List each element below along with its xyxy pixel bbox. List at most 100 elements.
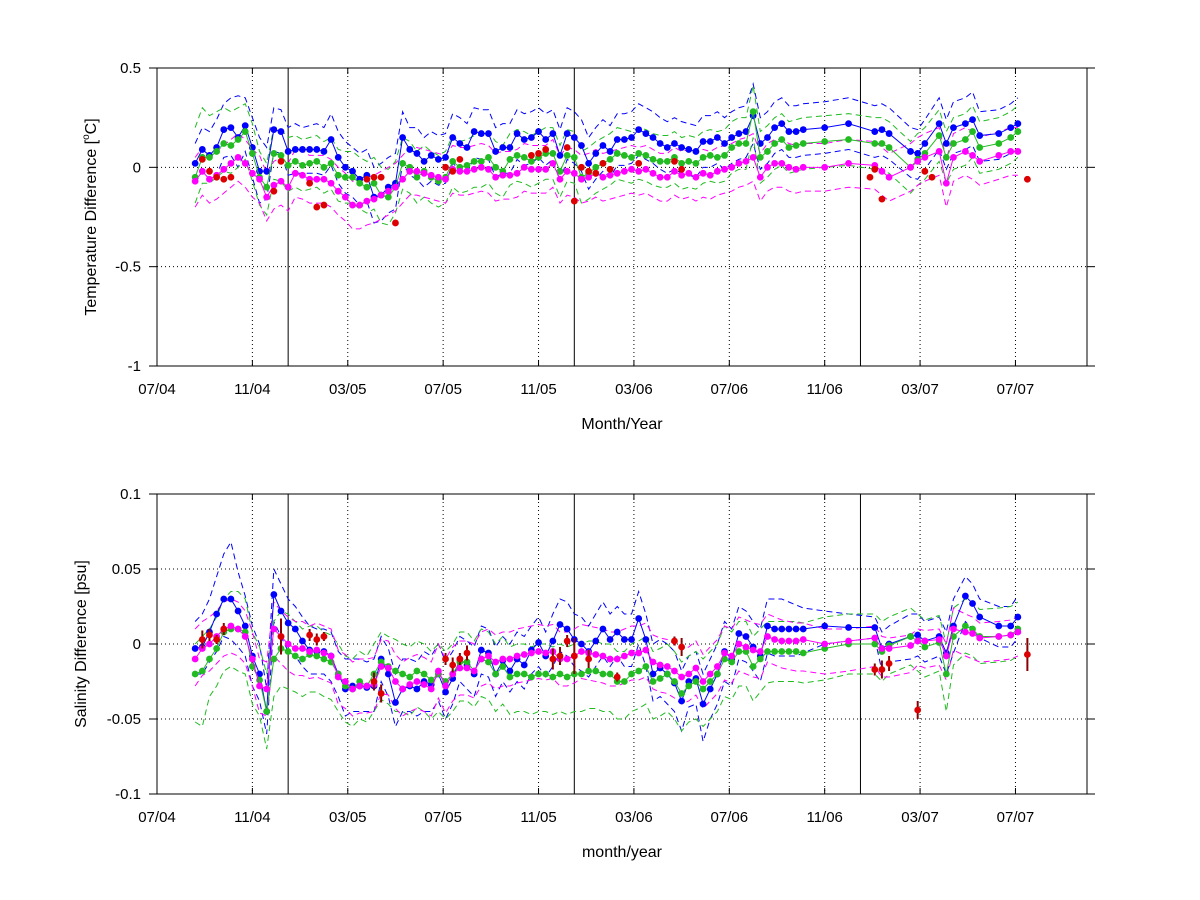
salinity-series-0-point [413,685,421,693]
temperature-series-9-line [194,174,1018,230]
salinity-series-2-point [442,682,449,690]
salinity-series-6-line [194,591,1019,675]
temperature-series-1-point [620,152,628,159]
temperature-series-0-point [585,159,593,167]
temperature-series-2-point [477,163,485,171]
salinity-series-1-point [392,667,399,675]
salinity-series-2-point [878,645,886,652]
temperature-series-0-point [628,134,635,141]
temperature-series-1-point [785,144,793,151]
temperature-series-1-point [628,153,635,161]
temperature-series-3-point [270,187,278,195]
temperature-series-3-point [570,197,578,205]
temperature-series-1-point [299,161,306,169]
salinity-series-1-point [413,667,421,675]
temperature-series-2-point [542,165,550,173]
salinity-series-2-point [492,658,500,666]
salinity-series-2-point [384,664,392,672]
salinity-series-1-point [506,673,514,681]
salinity-series-4-line [194,540,1019,690]
salinity-series-1-point [313,652,321,660]
temperature-series-2-point [778,159,786,167]
temperature-series-1-point [656,157,664,165]
temperature-series-2-point [1014,148,1022,155]
temperature-series-1-point [506,155,514,163]
salinity-series-1-point [692,678,700,685]
temperature-series-2-point [241,159,249,167]
temperature-series-0-point [728,134,736,141]
salinity-series-3-point [878,666,886,673]
temperature-series-0-point [492,148,500,155]
temperature-series-2-point [413,167,421,175]
salinity-series-2-point [341,678,349,685]
temperature-series-2-point [663,173,671,181]
temperature-series-0-point [341,163,349,171]
temperature-series-1-point [735,140,743,147]
temperature-series-1-point [563,152,571,159]
temperature-series-0-point [620,136,628,143]
salinity-series-2-point [363,682,371,690]
salinity-series-3-point [914,706,922,714]
salinity-series-2-point [248,655,256,663]
temperature-series-2-point [976,157,984,165]
temperature-series-1-point [234,136,242,143]
x-tick-label: 03/06 [615,809,653,826]
temperature-series-0-point [427,152,435,159]
salinity-series-2-point [392,678,399,685]
temperature-series-2-point [485,165,492,173]
temperature-series-2-point [606,171,614,179]
temperature-series-1-point [721,152,728,159]
temperature-series-1-point [713,153,721,161]
temperature-series-0-point [942,140,950,147]
salinity-series-1-point [427,676,435,684]
salinity-series-0-point [628,636,635,643]
salinity-series-0-point [969,600,976,607]
temperature-series [191,81,1031,230]
temperature-series-0-point [799,126,807,133]
temperature-series-1-point [449,157,457,165]
temperature-series-0-point [284,148,292,155]
temperature-series-2-point [520,163,528,171]
temperature-series-0-point [649,134,657,141]
salinity-panel: 07/04 11/04 03/05 07/05 11/05 03/06 07/06 11/06… [73,486,1095,861]
salinity-series-3-point [563,637,571,645]
salinity-series-1-point [907,633,914,640]
salinity-series [191,540,1031,750]
temperature-series-2-point [234,153,242,161]
salinity-series-1-point [764,648,771,655]
temperature-series-3-point [213,173,221,181]
temperature-series-0-point [420,157,428,165]
salinity-y-axis-label: Salinity Difference [psu] [73,560,90,728]
temperature-series-0-point [871,128,879,135]
temperature-series-1-point [248,150,256,157]
temperature-series-0-point [635,126,643,133]
salinity-series-2-point [563,655,571,663]
salinity-series-2-point [477,655,485,663]
salinity-series-2-point [334,673,342,681]
temperature-series-2-point [456,167,464,175]
temperature-series-1-point [227,142,235,149]
temperature-series-2-point [270,181,278,189]
temperature-series-1-point [613,150,621,157]
salinity-series-3-point [463,649,471,657]
x-tick-label: 07/04 [138,809,176,826]
salinity-x-tick-labels: 07/04 11/04 03/05 07/05 11/05 03/06 07/06 11/06… [138,809,1034,826]
temperature-series-2-point [764,163,771,171]
salinity-series-2-point [413,678,421,685]
salinity-series-2-point [320,649,328,657]
salinity-series-1-point [513,670,521,678]
temperature-series-1-point [976,144,984,151]
salinity-series-2-point [463,664,471,672]
temperature-series-3-point [563,144,571,151]
y-tick-label: -1 [128,358,141,375]
salinity-series-2-point [434,667,442,675]
temperature-series-2-point [356,201,364,209]
salinity-series-1-point [527,673,535,681]
temperature-series-3-point [220,175,228,183]
temperature-series-1-point [356,179,364,187]
salinity-series-1-point [198,667,206,675]
temperature-series-0-point [535,128,542,135]
salinity-series-3-point [320,633,328,640]
salinity-series-2-point [191,655,199,663]
temperature-y-label-superscript: o [81,134,92,140]
